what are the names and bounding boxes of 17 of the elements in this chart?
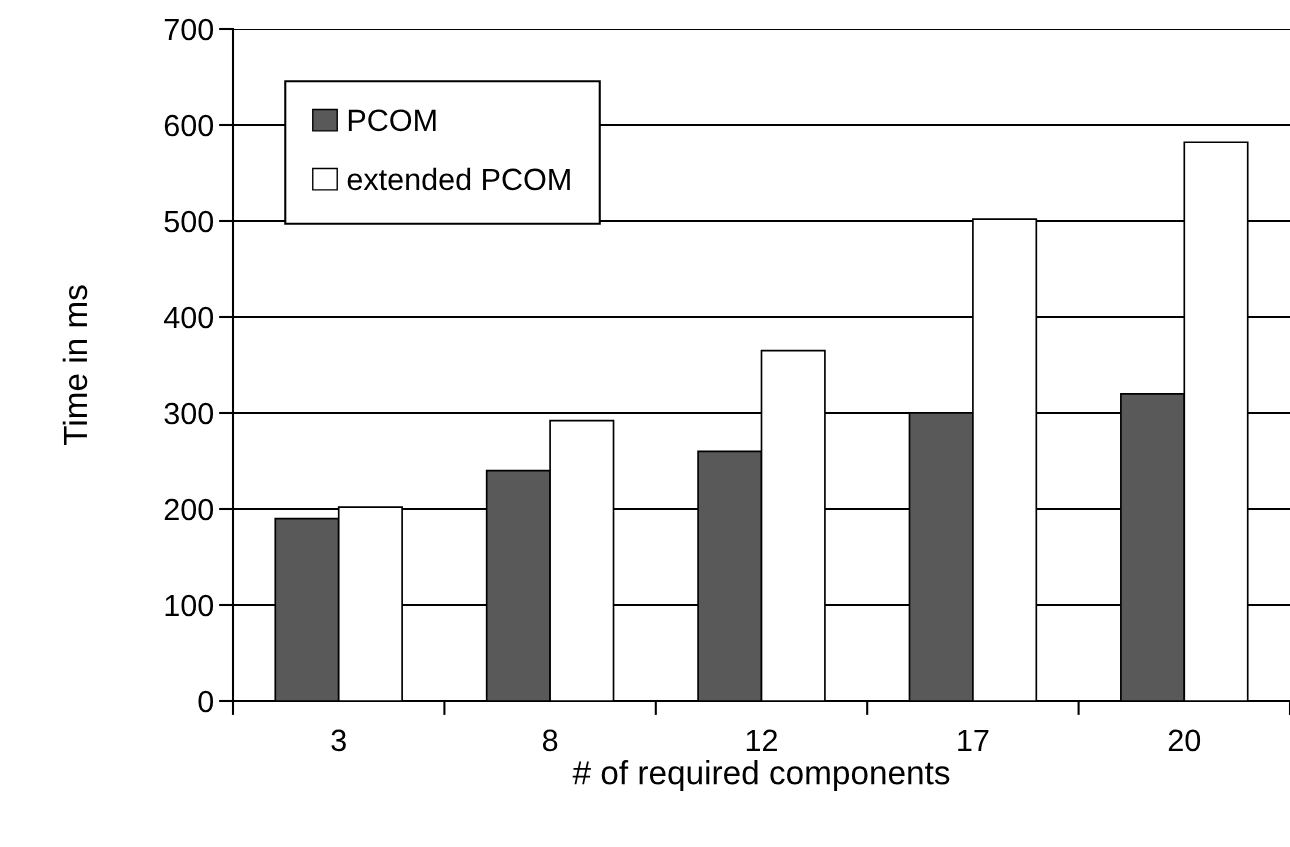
y-tick-label: 600 bbox=[164, 114, 214, 137]
y-tick-label: 500 bbox=[164, 210, 214, 233]
y-tick-label: 200 bbox=[164, 498, 214, 521]
x-axis-title: # of required components bbox=[572, 760, 950, 792]
x-tick-label: 12 bbox=[746, 729, 777, 751]
y-tick-label: 0 bbox=[198, 690, 214, 713]
x-tick-label: 20 bbox=[1168, 729, 1201, 752]
x-tick-label: 3 bbox=[331, 729, 346, 752]
legend-label: extended PCOM bbox=[347, 167, 570, 191]
y-tick-label: 700 bbox=[164, 18, 214, 41]
x-tick-label: 17 bbox=[958, 729, 989, 751]
x-tick-label: 8 bbox=[542, 729, 558, 752]
y-tick-label: 400 bbox=[163, 306, 214, 329]
y-axis-title: Time in ms bbox=[62, 285, 88, 446]
legend-label: PCOM bbox=[348, 109, 436, 132]
y-tick-label: 300 bbox=[164, 402, 214, 425]
y-tick-label: 100 bbox=[165, 594, 214, 617]
